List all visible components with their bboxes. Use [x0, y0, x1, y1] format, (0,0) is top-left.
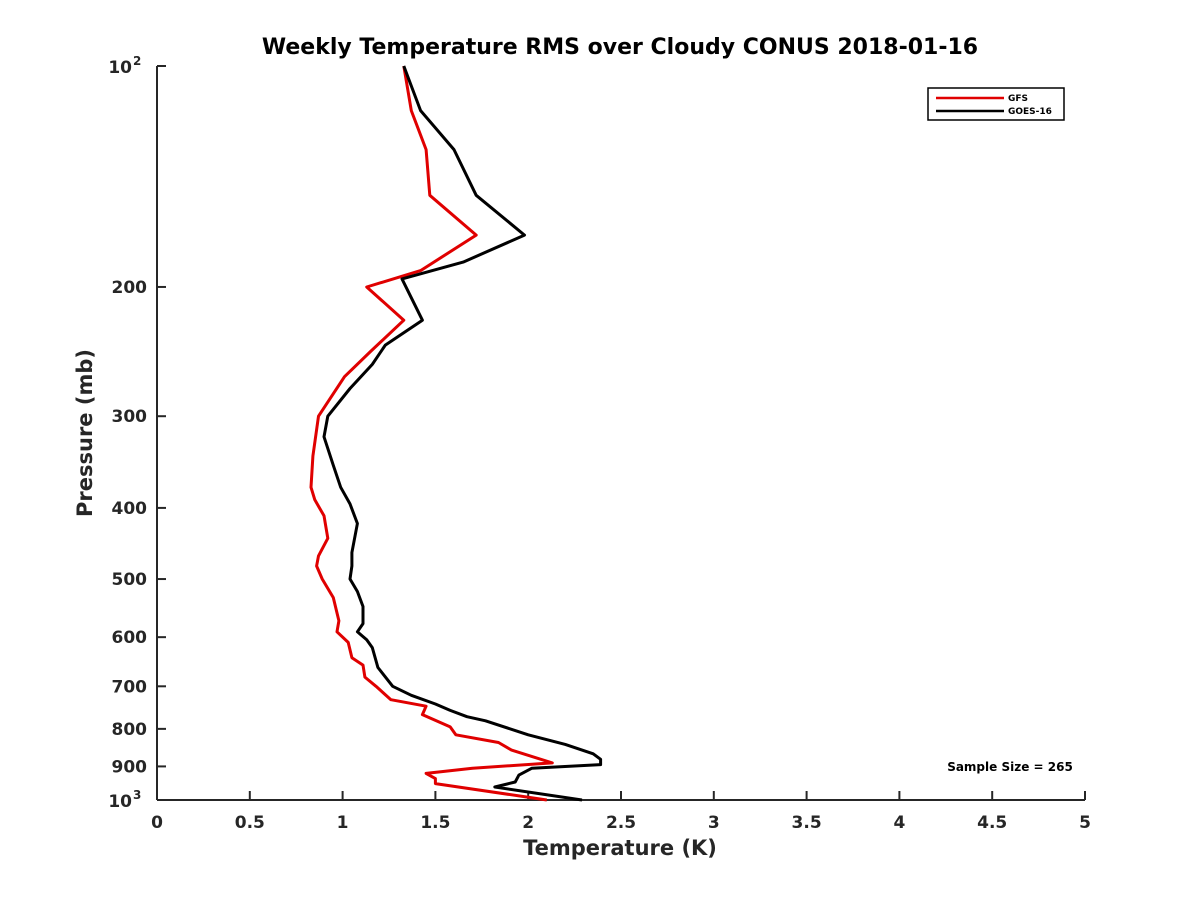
- y-tick-label: 800: [112, 720, 148, 740]
- x-tick-label: 3: [708, 813, 720, 833]
- x-tick-label: 0: [151, 813, 163, 833]
- y-tick-label-exponent: 2: [133, 54, 141, 68]
- chart-title: Weekly Temperature RMS over Cloudy CONUS…: [262, 35, 978, 60]
- y-tick-label: 300: [112, 407, 148, 427]
- y-tick-label: 10: [108, 58, 132, 78]
- x-axis-label: Temperature (K): [523, 836, 717, 860]
- y-tick-label: 900: [112, 757, 148, 777]
- x-tick-label: 3.5: [792, 813, 822, 833]
- x-tick-label: 0.5: [235, 813, 265, 833]
- x-tick-label: 2.5: [606, 813, 636, 833]
- x-tick-label: 5: [1079, 813, 1091, 833]
- y-axis-label: Pressure (mb): [73, 349, 97, 517]
- series-layer: [309, 65, 603, 802]
- legend-entry-label: GFS: [1008, 94, 1028, 104]
- y-tick-label: 10: [108, 792, 132, 812]
- legend: GFS GOES-16: [927, 87, 1065, 121]
- y-tick-label: 400: [112, 499, 148, 519]
- y-tick-label: 600: [112, 628, 148, 648]
- series-line-gfs: [309, 65, 554, 802]
- sample-size-annotation: Sample Size = 265: [947, 760, 1073, 774]
- series-line-goes-16: [322, 65, 603, 802]
- x-tick-label: 4: [893, 813, 905, 833]
- x-tick-label: 2: [522, 813, 534, 833]
- x-tick-label: 4.5: [977, 813, 1007, 833]
- legend-entry-label: GOES-16: [1008, 107, 1052, 117]
- y-tick-label-exponent: 3: [133, 788, 141, 802]
- x-tick-label: 1: [337, 813, 349, 833]
- y-tick-label: 500: [112, 570, 148, 590]
- x-tick-label: 1.5: [420, 813, 450, 833]
- y-tick-label: 700: [112, 677, 148, 697]
- axes: 0 0.5 1 1.5 2 2.5 3 3.5 4 4.5 5 200 300 400 500 600 700 8…: [108, 54, 1091, 833]
- y-tick-label: 200: [112, 278, 148, 298]
- legend-box: [927, 87, 1065, 121]
